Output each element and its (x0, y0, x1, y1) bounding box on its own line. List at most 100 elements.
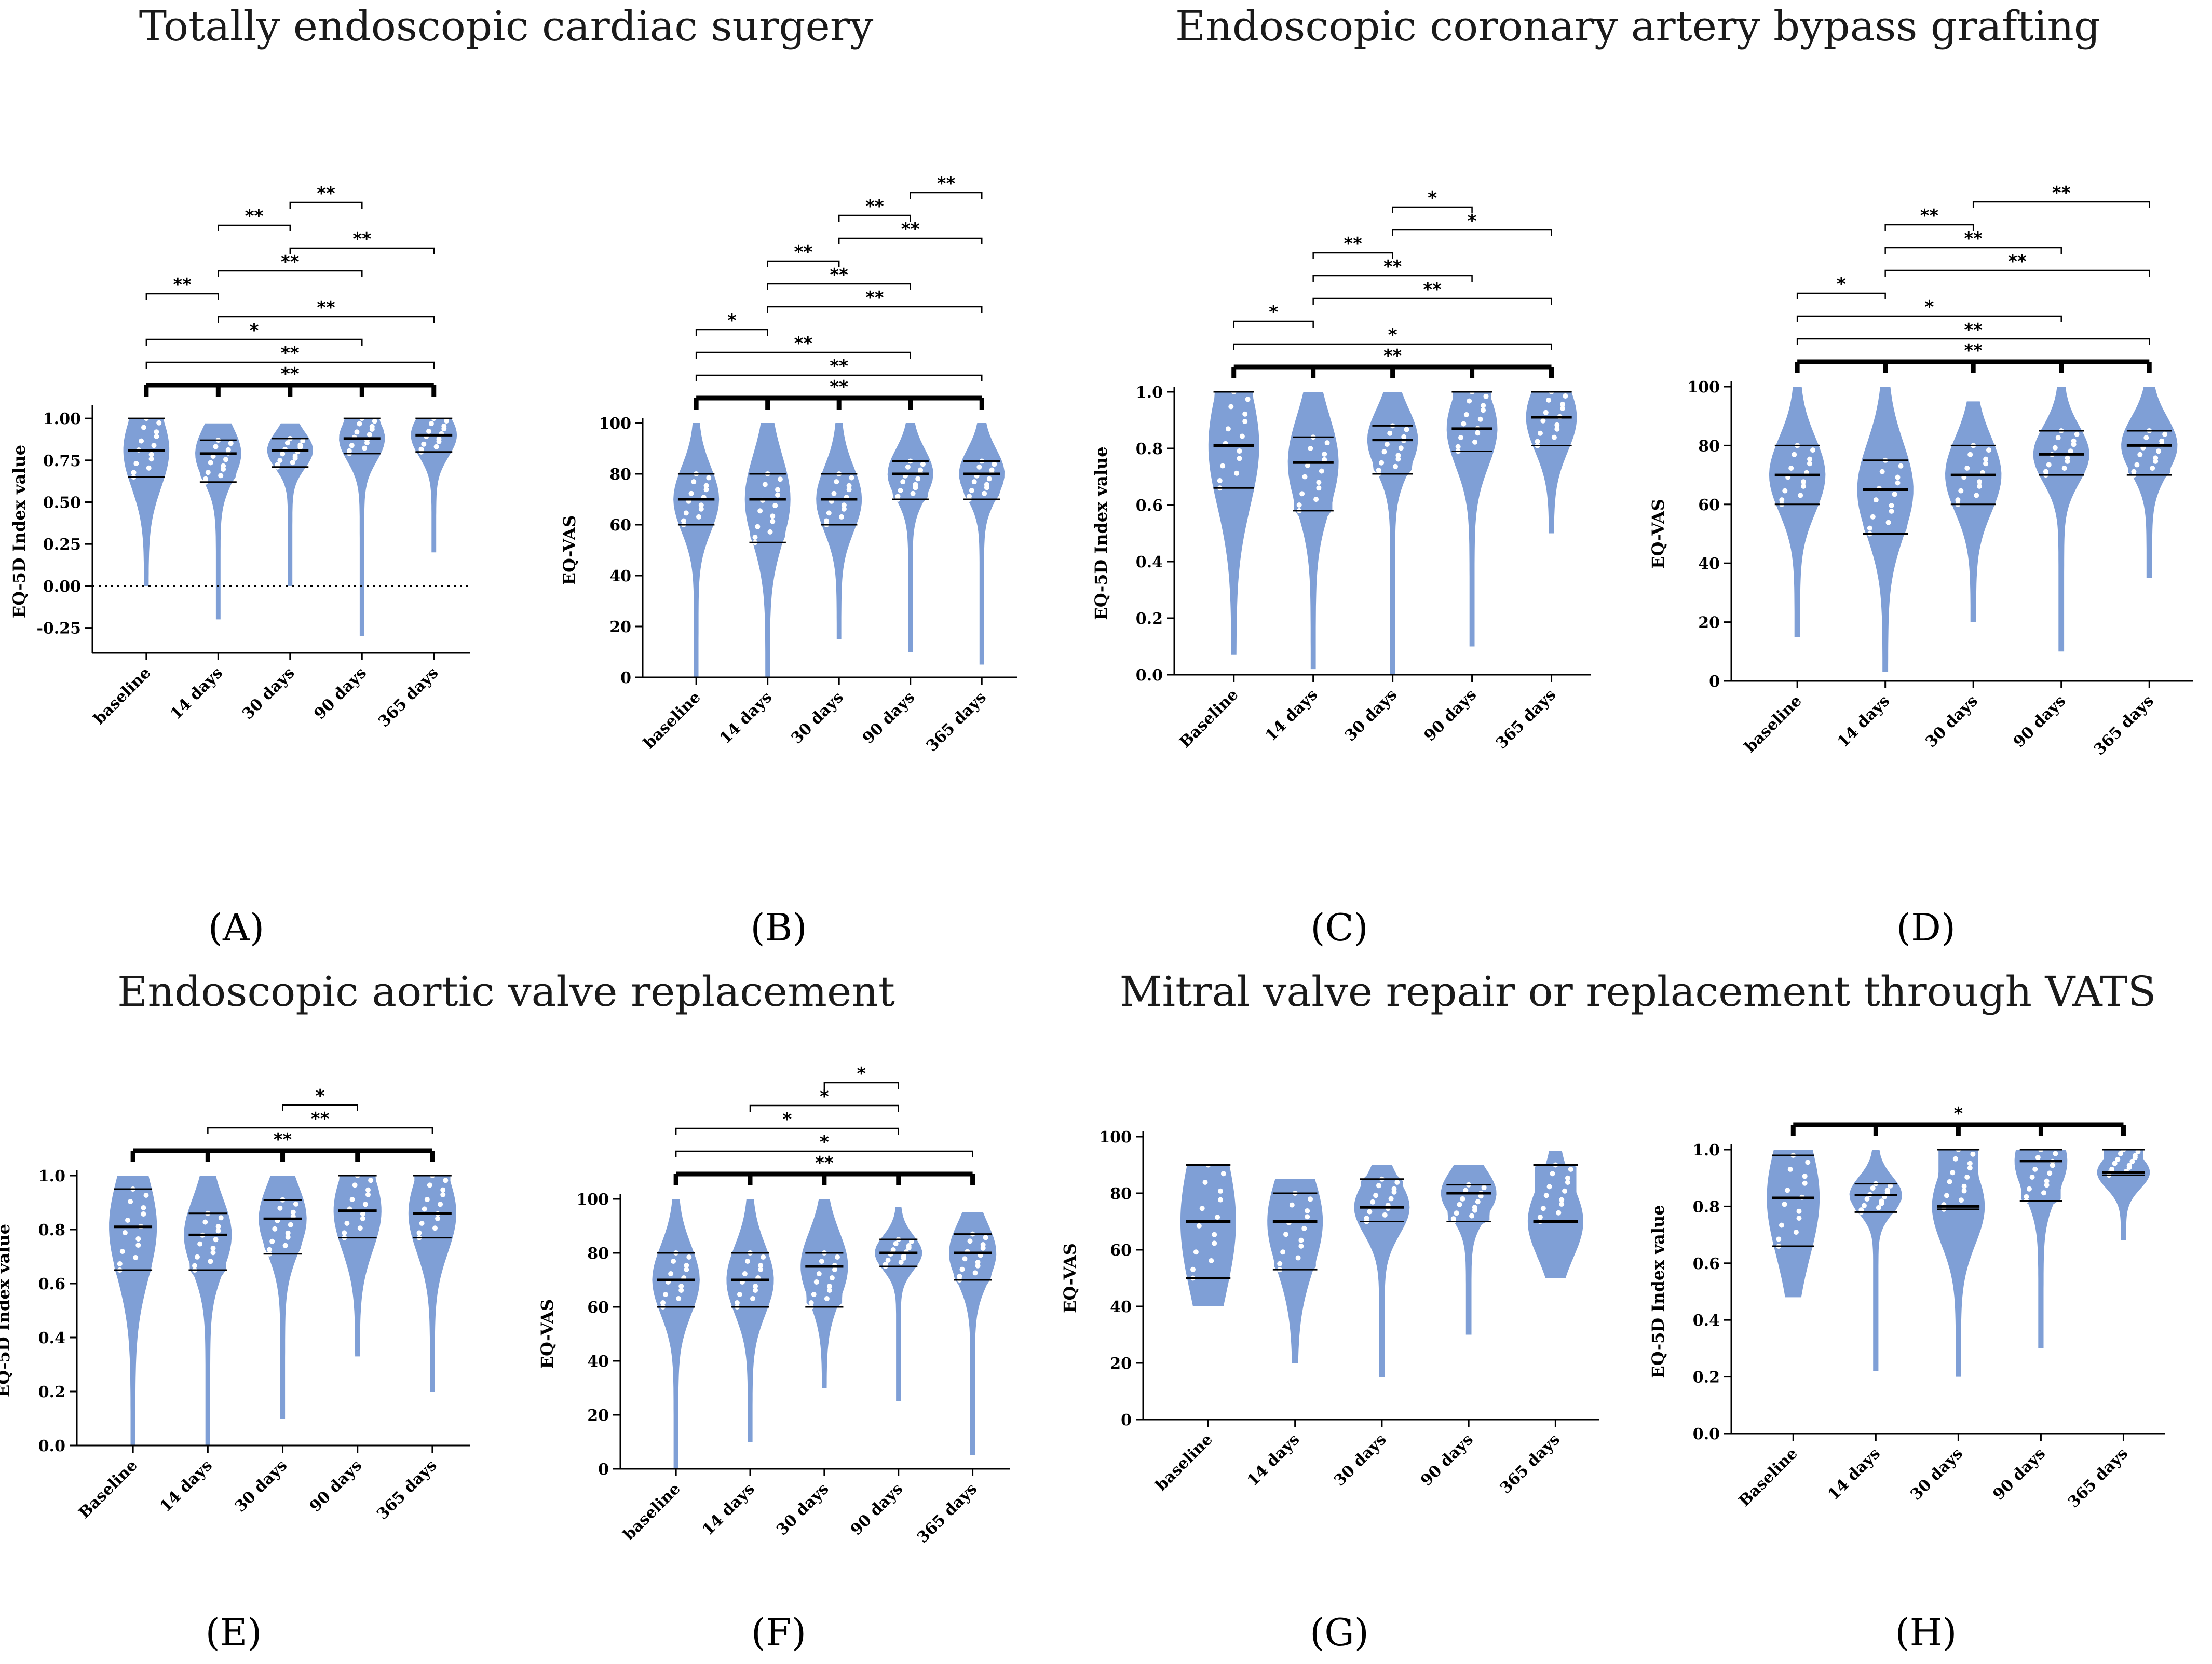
data-point (992, 461, 997, 467)
data-point (1961, 1183, 1967, 1189)
y-tick-label: 80 (1110, 1185, 1132, 1203)
data-point (280, 451, 286, 457)
violin-90-days (1441, 1165, 1497, 1335)
data-point (698, 506, 704, 512)
data-point (918, 467, 924, 473)
data-point (202, 1219, 208, 1225)
data-point (195, 1254, 200, 1260)
data-point (151, 443, 157, 448)
data-point (128, 1199, 133, 1204)
data-point (362, 1202, 368, 1207)
data-point (1237, 448, 1242, 454)
data-point (706, 475, 712, 481)
data-point (426, 429, 431, 434)
comparison-bracket (1884, 224, 1974, 231)
data-point (365, 1192, 371, 1197)
y-tick-label: 0.8 (1693, 1198, 1720, 1216)
data-point (1373, 1193, 1379, 1198)
data-point (770, 519, 776, 524)
y-tick-label: 60 (1110, 1242, 1132, 1260)
data-point (213, 1237, 219, 1243)
significance-label: * (1953, 1103, 1963, 1124)
data-point (678, 1288, 684, 1293)
data-point (1298, 1237, 1304, 1243)
comparison-bracket (145, 361, 435, 369)
data-point (367, 432, 372, 438)
data-point (986, 476, 992, 482)
data-point (1477, 416, 1483, 422)
data-point (841, 502, 847, 508)
data-point (1782, 488, 1788, 494)
data-point (1302, 474, 1308, 480)
data-point (846, 487, 852, 493)
significance-label: * (316, 1086, 325, 1107)
data-point (1977, 479, 1983, 485)
data-point (1788, 466, 1794, 471)
significance-label: ** (794, 333, 813, 354)
data-point (1280, 1249, 1286, 1255)
data-point (357, 421, 362, 427)
data-point (826, 510, 832, 516)
data-point (1779, 1222, 1784, 1228)
violin-14-days (184, 1176, 232, 1445)
data-point (1475, 1199, 1481, 1205)
data-point (1376, 467, 1381, 473)
data-point (282, 1243, 288, 1248)
significance-label: ** (317, 183, 335, 204)
violin-14-days (1857, 387, 1914, 672)
data-point (967, 1238, 973, 1244)
data-point (1895, 480, 1901, 486)
data-point (813, 1279, 819, 1285)
data-point (133, 461, 139, 466)
violin-30-days (1932, 1150, 1985, 1377)
data-point (1977, 483, 1983, 489)
data-point (1861, 1203, 1867, 1208)
data-point (816, 1271, 822, 1276)
y-tick-label: 0.8 (38, 1221, 65, 1239)
data-point (1898, 463, 1904, 469)
x-tick-label: 365 days (914, 1480, 981, 1547)
data-point (210, 1250, 216, 1256)
data-point (1305, 1214, 1310, 1220)
data-point (755, 524, 761, 529)
data-point (2115, 1156, 2121, 1162)
data-point (1382, 1212, 1388, 1218)
data-point (1867, 525, 1872, 531)
data-point (1546, 397, 1552, 403)
data-point (1370, 1199, 1376, 1205)
y-tick-label: 0 (1709, 673, 1720, 691)
y-tick-label: 100 (1687, 378, 1720, 397)
data-point (975, 1260, 981, 1265)
x-tick-label: 30 days (1907, 1444, 1967, 1504)
comparison-bracket (1392, 206, 1473, 213)
comparison-bracket (749, 1104, 899, 1112)
y-tick-label: 0.6 (1136, 497, 1163, 515)
data-point (1202, 1180, 1208, 1185)
comparison-bracket (695, 374, 983, 381)
significance-label: ** (794, 242, 813, 263)
data-point (1190, 1266, 1196, 1272)
violin-365-days (1527, 1151, 1583, 1278)
y-tick-label: 0.8 (1136, 440, 1163, 458)
data-point (148, 456, 154, 462)
significance-label: ** (937, 173, 956, 194)
data-point (285, 1230, 291, 1236)
data-point (1305, 1208, 1310, 1213)
data-point (1864, 1196, 1870, 1202)
panel-label: (G) (1310, 1611, 1369, 1654)
data-point (192, 1263, 197, 1269)
data-point (1983, 461, 1989, 467)
violin-baseline (652, 1199, 700, 1469)
violin-30-days (259, 1176, 307, 1419)
data-point (681, 518, 686, 524)
y-tick-label: 40 (587, 1353, 609, 1371)
data-point (2044, 1182, 2050, 1188)
data-point (772, 503, 778, 509)
y-tick-label: 20 (1110, 1355, 1132, 1373)
y-tick-label: 40 (1110, 1298, 1132, 1316)
data-point (898, 488, 903, 493)
y-tick-label: 0.00 (43, 578, 81, 596)
data-point (210, 454, 216, 459)
x-tick-label: 365 days (1497, 1430, 1564, 1497)
